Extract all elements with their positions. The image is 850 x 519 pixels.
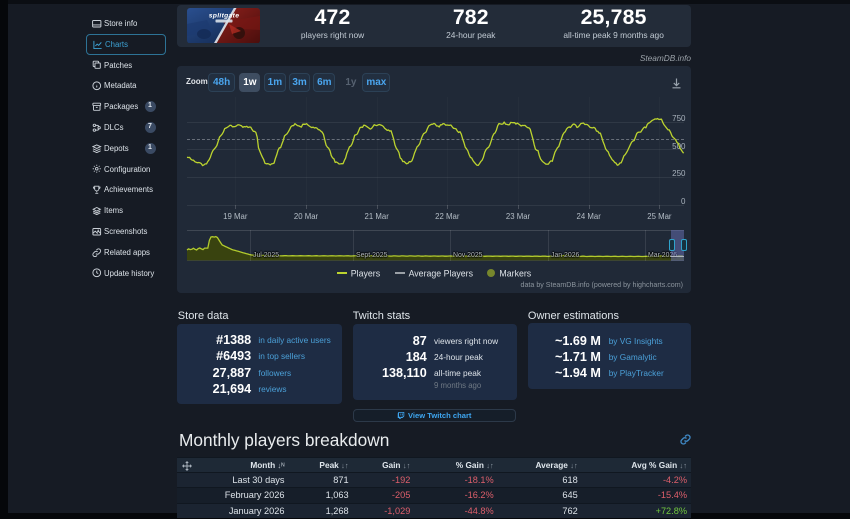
- svg-text:splitgate: splitgate: [208, 13, 239, 20]
